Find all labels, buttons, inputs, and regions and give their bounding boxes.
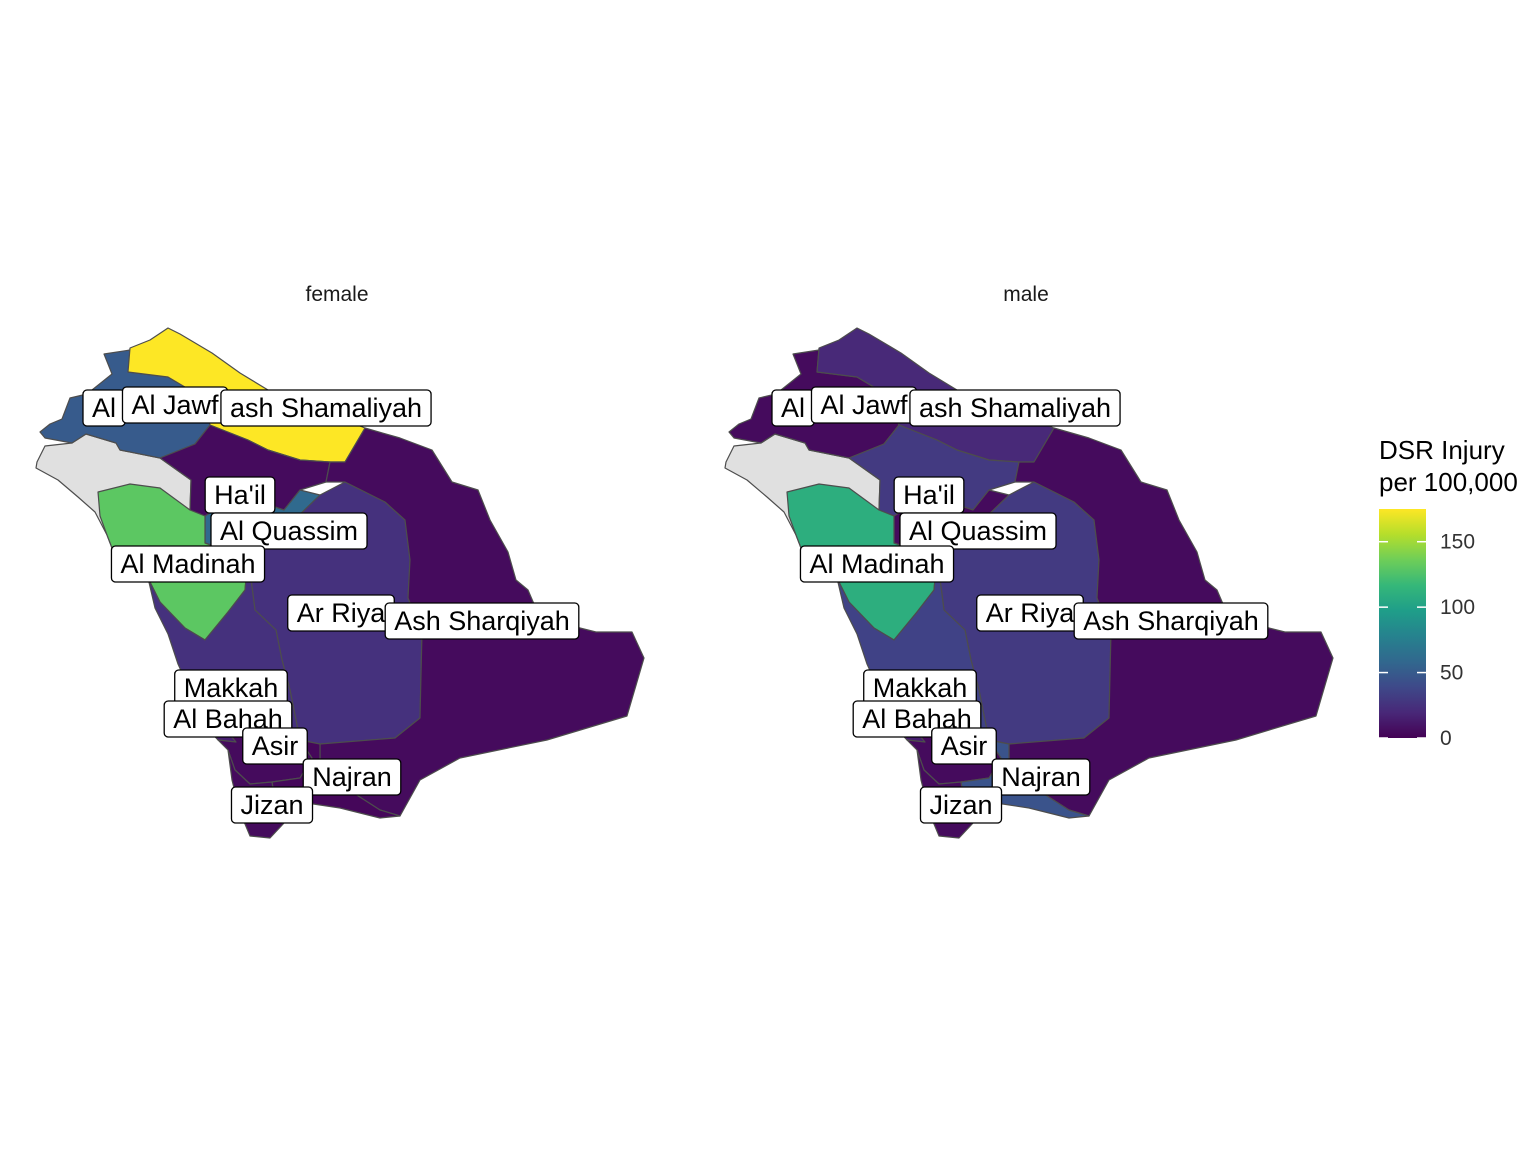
region-label-hail: Ha'il — [204, 476, 276, 514]
legend-tick-label: 150 — [1440, 531, 1475, 554]
label-box — [1073, 602, 1269, 640]
label-text: Jizan — [929, 790, 992, 820]
label-text: Ash Sharqiyah — [1083, 606, 1259, 636]
label-text: ash Shamaliyah — [919, 393, 1111, 423]
label-layer-male: Al Al Jawf ash Shamaliyah Ha'il Al QuassimAl… — [771, 386, 1269, 824]
legend-colorbar — [1379, 509, 1426, 738]
label-text: Makkah — [184, 673, 279, 703]
label-text: Najran — [1001, 762, 1081, 792]
region-label-najran: Najran — [991, 758, 1091, 796]
region-label-asir: Asir — [242, 727, 308, 765]
region-label-tabuk: Al — [771, 389, 815, 427]
label-text: Al Madinah — [809, 549, 944, 579]
region-label-qassim: Al Quassim — [210, 512, 368, 550]
region-label-bahah: Al Bahah — [163, 700, 293, 738]
legend-title-line1: DSR Injury — [1379, 435, 1505, 465]
label-text: Al Quassim — [220, 516, 358, 546]
label-box — [242, 727, 308, 765]
label-text: Asir — [941, 731, 988, 761]
region-label-asir: Asir — [931, 727, 997, 765]
facet-title-female: female — [305, 283, 368, 306]
label-text: Ar Riya — [986, 598, 1075, 628]
region-label-jizan: Jizan — [230, 786, 314, 824]
label-box — [931, 727, 997, 765]
region-label-jizan: Jizan — [919, 786, 1003, 824]
label-box — [110, 545, 266, 583]
label-box — [919, 786, 1003, 824]
legend-title-line2: per 100,000 — [1379, 467, 1518, 497]
legend-tick-label: 100 — [1440, 596, 1475, 619]
facet-female: female Al Al Jawf ash Shamaliyah Ha'il Al Qu… — [35, 283, 645, 839]
color-legend: DSR Injury per 100,000 0 50 100 150 — [1379, 435, 1518, 750]
region-label-tabuk: Al — [82, 389, 126, 427]
label-box — [220, 389, 432, 427]
label-box — [899, 512, 1057, 550]
label-text: ash Shamaliyah — [230, 393, 422, 423]
region-label-qassim: Al Quassim — [899, 512, 1057, 550]
region-label-riyadh: Ar Riya — [976, 594, 1084, 632]
region-label-makkah: Makkah — [174, 669, 288, 707]
region-label-madinah: Al Madinah — [799, 545, 955, 583]
label-text: Jizan — [240, 790, 303, 820]
label-text: Najran — [312, 762, 392, 792]
label-box — [384, 602, 580, 640]
facet-title-male: male — [1003, 283, 1049, 306]
label-text: Ar Riya — [297, 598, 386, 628]
label-text: Al — [781, 393, 805, 423]
label-box — [909, 389, 1121, 427]
label-box — [991, 758, 1091, 796]
label-box — [210, 512, 368, 550]
label-text: Al Quassim — [909, 516, 1047, 546]
label-text: Asir — [252, 731, 299, 761]
label-text: Ha'il — [903, 480, 955, 510]
region-label-madinah: Al Madinah — [110, 545, 266, 583]
label-text: Al Madinah — [120, 549, 255, 579]
legend-tick-label: 50 — [1440, 662, 1463, 685]
region-label-makkah: Makkah — [863, 669, 977, 707]
legend-tick-label: 0 — [1440, 727, 1452, 750]
label-text: Ash Sharqiyah — [394, 606, 570, 636]
label-box — [302, 758, 402, 796]
legend-ticks: 0 50 100 150 — [1379, 531, 1475, 750]
label-box — [799, 545, 955, 583]
label-text: Al Jawf — [131, 390, 219, 420]
region-label-shamaliyah: ash Shamaliyah — [909, 389, 1121, 427]
label-text: Makkah — [873, 673, 968, 703]
region-label-sharqiyah: Ash Sharqiyah — [1073, 602, 1269, 640]
region-label-sharqiyah: Ash Sharqiyah — [384, 602, 580, 640]
label-box — [230, 786, 314, 824]
region-label-shamaliyah: ash Shamaliyah — [220, 389, 432, 427]
label-text: Al Jawf — [820, 390, 908, 420]
facet-male: male Al Al Jawf ash Shamaliyah Ha'il Al Quas… — [724, 283, 1334, 839]
region-label-jawf: Al Jawf — [121, 386, 229, 424]
region-label-najran: Najran — [302, 758, 402, 796]
label-text: Ha'il — [214, 480, 266, 510]
region-label-jawf: Al Jawf — [810, 386, 918, 424]
region-label-riyadh: Ar Riya — [287, 594, 395, 632]
region-label-hail: Ha'il — [893, 476, 965, 514]
label-text: Al — [92, 393, 116, 423]
